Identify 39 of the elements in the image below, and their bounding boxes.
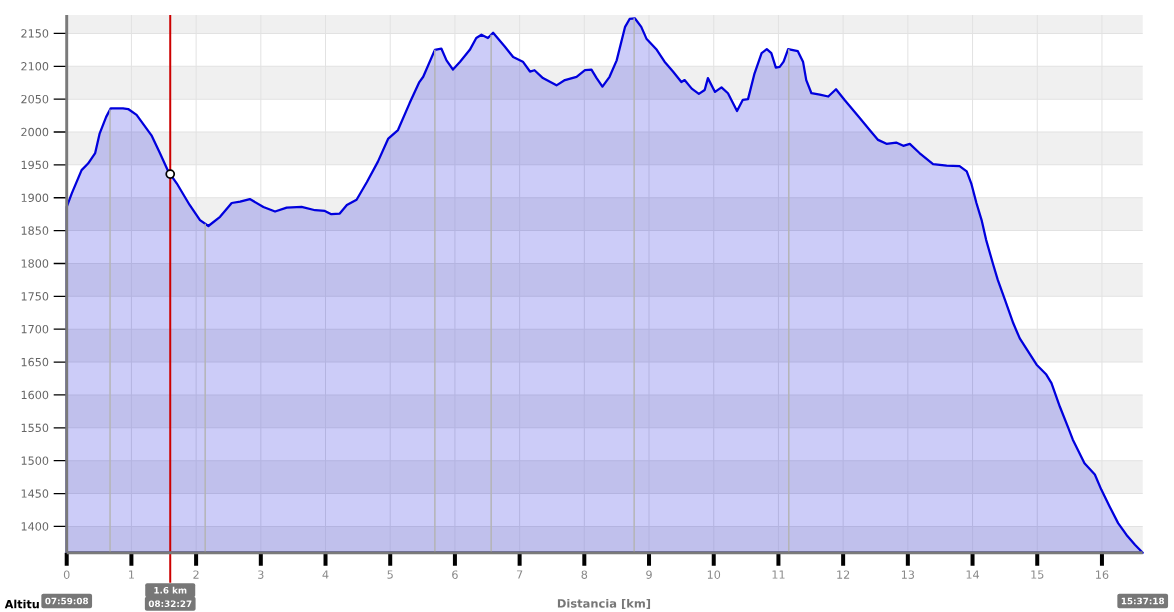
x-tick-label: 5 [387,570,393,579]
text: 08:32:27 [148,600,192,608]
x-tick-label: 15 [1031,570,1044,579]
y-tick-label: 1800 [21,259,49,268]
y-tick-label: 1550 [21,423,49,433]
y-tick-label: 2050 [21,94,49,104]
x-axis-title: Distancia [km] [557,598,651,610]
x-tick-label: 14 [966,570,980,579]
x-tick-label: 4 [322,570,329,579]
x-tick-label: 9 [646,570,652,579]
x-tick-label: 1 [129,570,134,579]
y-tick-label: 2150 [21,29,49,38]
text: 07:59:08 [45,597,89,605]
y-tick-label: 1600 [21,390,49,400]
x-tick-label: 12 [837,570,850,579]
y-tick-label: 1850 [21,226,49,235]
y-tick-label: 1950 [21,160,49,170]
y-tick-label: 1750 [21,292,49,301]
x-tick-label: 2 [193,570,199,579]
x-tick-label: 10 [707,570,721,579]
y-tick-label: 2100 [21,62,49,71]
y-tick-label: 1650 [21,357,49,367]
x-tick-label: 3 [258,570,264,579]
text: 15:37:18 [1121,597,1165,605]
ref-line-label: 1.6 km [154,586,187,594]
y-tick-label: 1900 [21,193,49,202]
y-tick-label: 1400 [21,522,49,531]
x-tick-label: 6 [452,570,458,579]
x-tick-label: 7 [516,570,523,579]
y-tick-label: 1500 [21,456,49,465]
y-tick-label: 1700 [21,324,49,334]
x-tick-label: 16 [1096,570,1109,579]
x-tick-label: 13 [901,570,915,579]
y-axis-title: Altitu [4,599,39,609]
y-tick-label: 2000 [21,127,49,137]
x-tick-label: 0 [63,570,70,579]
y-tick-label: 1450 [21,489,49,498]
x-tick-label: 8 [581,570,588,579]
x-tick-label: 11 [772,570,785,579]
